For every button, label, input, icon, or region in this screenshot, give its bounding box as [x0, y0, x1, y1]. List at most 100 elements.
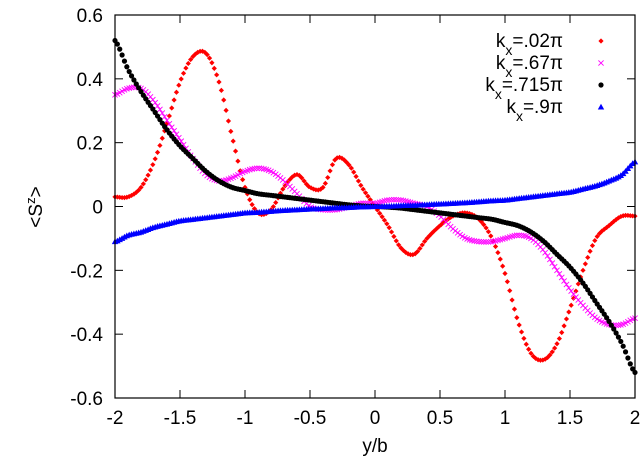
series-3-point [621, 344, 626, 349]
y-tick-label: 0.4 [77, 70, 104, 91]
series-1-point [507, 288, 512, 293]
series-1-point [148, 168, 153, 173]
series-1-point [219, 88, 224, 93]
series-1-point [557, 336, 562, 341]
series-1-point [214, 72, 219, 77]
legend-marker [598, 104, 604, 110]
x-tick-label: -1 [237, 408, 254, 429]
series-1-point [391, 234, 396, 239]
series-1-point [566, 309, 571, 314]
y-tick-label: 0.6 [77, 6, 103, 27]
series-1-point [157, 143, 162, 148]
series-1-point [160, 136, 165, 141]
series-1-point [323, 181, 328, 186]
series-1-point [519, 329, 524, 334]
series-1-point [394, 238, 399, 243]
series-1-point [569, 303, 574, 308]
series-1-point [231, 139, 236, 144]
series-1-point [389, 229, 394, 234]
series-1-point [592, 238, 597, 243]
series-3-point [623, 349, 628, 354]
series-3-point [625, 355, 630, 360]
series-1-point [559, 330, 564, 335]
series-1-point [521, 336, 526, 341]
series-1-point [223, 108, 228, 113]
series-1-point [325, 175, 330, 180]
legend-marker [598, 82, 603, 87]
series-1-point [327, 168, 332, 173]
series-1-point [153, 156, 158, 161]
series-2-point [564, 282, 569, 287]
series-2-point [155, 103, 160, 108]
series-2-point [153, 100, 158, 105]
x-tick-label: -2 [107, 408, 124, 429]
x-tick-label: 1.5 [557, 408, 583, 429]
series-1-point [554, 341, 559, 346]
series-1-point [330, 162, 335, 167]
series-1-point [505, 279, 510, 284]
series-1-point [183, 65, 188, 70]
series-2-point [543, 250, 548, 255]
x-tick-label: 2 [630, 408, 641, 429]
series-1-point [176, 83, 181, 88]
series-1-point [221, 97, 226, 102]
series-1-point [179, 76, 184, 81]
series-1-point [564, 316, 569, 321]
series-1-point [514, 315, 519, 320]
series-1-point [150, 162, 155, 167]
series-1-point [174, 90, 179, 95]
series-1-point [590, 243, 595, 248]
series-1-point [587, 249, 592, 254]
series-1-point [226, 118, 231, 123]
series-1-point [171, 97, 176, 102]
series-1-point [493, 244, 498, 249]
series-1-point [145, 173, 150, 178]
y-tick-label: 0.2 [77, 134, 103, 155]
x-tick-label: 1 [500, 408, 511, 429]
series-3-point [117, 47, 122, 52]
series-1-point [509, 297, 514, 302]
series-3-point [122, 59, 127, 64]
series-1-point [524, 342, 529, 347]
x-tick-label: -0.5 [294, 408, 327, 429]
series-1-point [247, 197, 252, 202]
series-2-point [174, 132, 179, 137]
series-1-point [488, 233, 493, 238]
series-2-point [169, 125, 174, 130]
series-1-point [212, 66, 217, 71]
series-1-point [353, 174, 358, 179]
series-1-point [143, 177, 148, 182]
series-1-point [512, 307, 517, 312]
series-1-point [240, 177, 245, 182]
series-3-point [124, 64, 129, 69]
series-1-point [273, 200, 278, 205]
series-1-point [249, 202, 254, 207]
series-1-point [583, 261, 588, 266]
legend: kx=.02πkx=.67πkx=.715πkx=.9π [485, 31, 604, 124]
series-1-point [216, 79, 221, 84]
series-1-point [228, 129, 233, 134]
series-1-point [209, 60, 214, 65]
y-tick-label: -0.4 [70, 325, 103, 346]
x-tick-label: -1.5 [164, 408, 197, 429]
y-tick-label: 0 [92, 198, 103, 219]
series-1-point [573, 288, 578, 293]
series-3-point [618, 339, 623, 344]
y-tick-label: -0.2 [70, 261, 103, 282]
legend-marker [598, 60, 603, 65]
y-axis-label: <Sz> [23, 186, 48, 227]
series-1-point [500, 264, 505, 269]
series-1-point [169, 105, 174, 110]
series-1-point [526, 347, 531, 352]
series-1-point [580, 268, 585, 273]
series-3-point [628, 361, 633, 366]
series-1-point [498, 257, 503, 262]
series-1-point [186, 61, 191, 66]
x-tick-label: 0 [370, 408, 381, 429]
series-3-point [119, 52, 124, 57]
series-1-point [181, 71, 186, 76]
series-1-point [561, 323, 566, 328]
series-1-point [585, 255, 590, 260]
series-1-point [351, 169, 356, 174]
